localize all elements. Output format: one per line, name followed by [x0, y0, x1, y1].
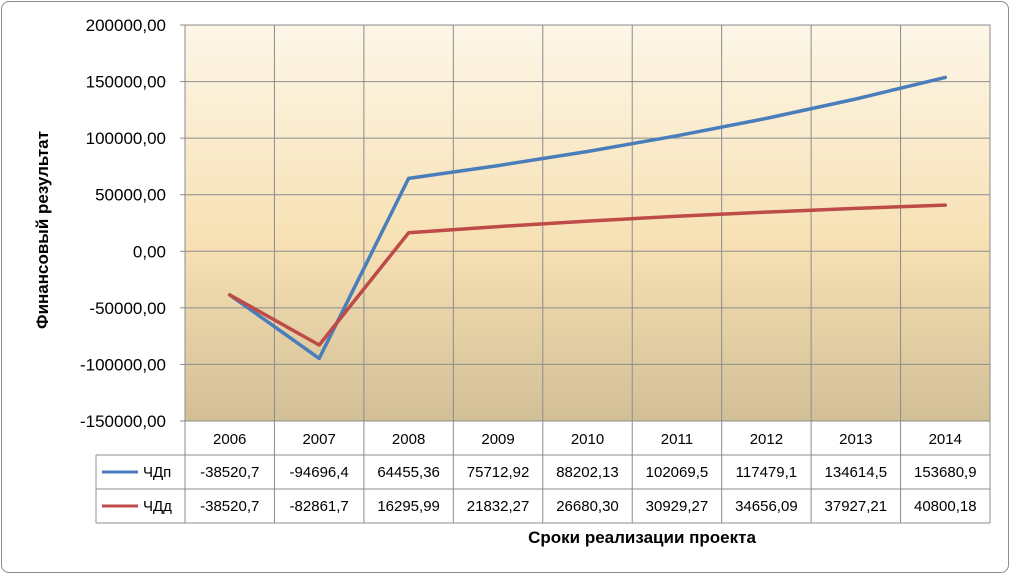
y-axis-ticks: 200000,00 150000,00 100000,00 50000,00 0,00 -…	[80, 16, 185, 431]
x-tick-label: 2008	[392, 431, 425, 448]
x-axis-label: Сроки реализации проекта	[528, 528, 756, 547]
x-tick-label: 2009	[481, 431, 514, 448]
data-label: 21832,27	[467, 498, 530, 515]
y-tick-label: -150000,00	[80, 412, 166, 431]
data-label: 117479,1	[736, 464, 797, 481]
x-tick-label: 2011	[661, 431, 693, 448]
y-tick-label: -100000,00	[80, 355, 166, 374]
data-label: -38520,7	[200, 498, 259, 515]
data-label: 26680,30	[556, 498, 619, 515]
x-tick-label: 2007	[302, 431, 335, 448]
y-tick-label: 0,00	[133, 242, 166, 261]
y-tick-label: 100000,00	[86, 129, 166, 148]
x-tick-label: 2006	[213, 431, 246, 448]
y-tick-label: 50000,00	[95, 186, 166, 205]
x-tick-label: 2012	[750, 431, 783, 448]
x-tick-label: 2014	[929, 431, 962, 448]
y-tick-label: -50000,00	[89, 299, 166, 318]
x-tick-label: 2013	[839, 431, 872, 448]
data-label: 134614,5	[825, 464, 888, 481]
data-label: 102069,5	[646, 464, 709, 481]
data-label: -38520,7	[200, 464, 259, 481]
y-tick-label: 150000,00	[86, 73, 166, 92]
data-label: 16295,99	[377, 498, 440, 515]
y-axis-label: Финансовый результат	[33, 131, 52, 329]
plot-area	[184, 24, 991, 422]
data-label: 34656,09	[735, 498, 798, 515]
data-table: 2006 2007 2008 2009 2010 2011 2012 2013 2014 ЧДп -…	[95, 421, 991, 524]
series-line	[227, 203, 948, 347]
data-label: -94696,4	[290, 464, 349, 481]
data-label: 40800,18	[914, 498, 977, 515]
y-tick-label: 200000,00	[86, 16, 166, 35]
series-lines	[227, 75, 948, 361]
legend-entry: ЧДд	[143, 498, 172, 515]
x-tick-label: 2010	[571, 431, 604, 448]
gridlines	[185, 24, 990, 422]
data-label: 30929,27	[646, 498, 709, 515]
data-label: 64455,36	[377, 464, 440, 481]
data-label: 75712,92	[467, 464, 530, 481]
legend-entry: ЧДп	[143, 464, 171, 481]
data-label: 88202,13	[556, 464, 619, 481]
data-label: -82861,7	[290, 498, 349, 515]
data-label: 153680,9	[914, 464, 977, 481]
data-label: 37927,21	[825, 498, 888, 515]
series-line	[227, 75, 948, 361]
